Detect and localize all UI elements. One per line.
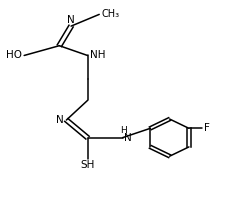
Text: H: H xyxy=(121,126,127,135)
Text: CH₃: CH₃ xyxy=(101,9,120,19)
Text: NH: NH xyxy=(90,50,105,60)
Text: N: N xyxy=(56,115,64,125)
Text: SH: SH xyxy=(80,160,95,170)
Text: N: N xyxy=(124,133,132,143)
Text: F: F xyxy=(204,123,210,133)
Text: HO: HO xyxy=(6,50,22,60)
Text: N: N xyxy=(67,15,75,25)
